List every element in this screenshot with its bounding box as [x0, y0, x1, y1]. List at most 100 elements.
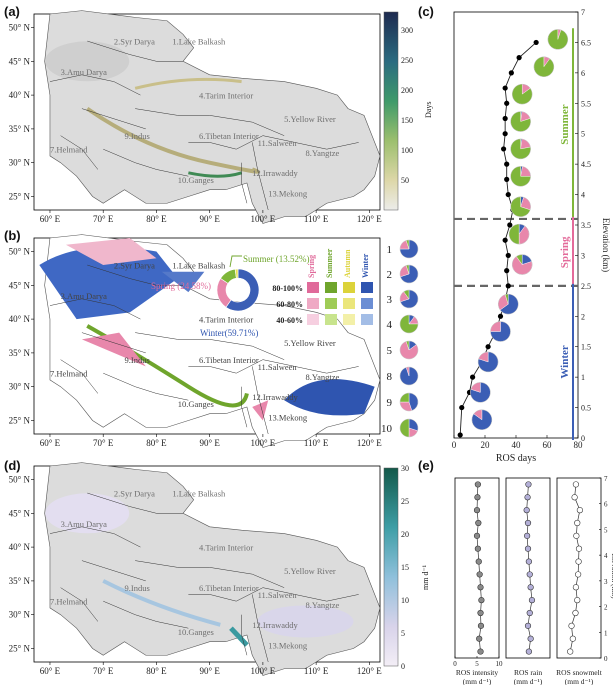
lat-tick-label: 35° N	[9, 576, 31, 586]
basin-boundary	[188, 359, 264, 374]
pie-border	[510, 111, 531, 132]
profile-point	[477, 648, 484, 655]
profile-point	[572, 609, 579, 617]
spring-region-north	[65, 238, 157, 266]
x-axis-label: ROS rain	[514, 668, 542, 677]
lon-tick-label: 60° E	[40, 214, 61, 224]
basin-boundary	[81, 332, 146, 354]
legend-row-label: 40-60%	[276, 316, 303, 325]
pie-border	[533, 56, 555, 77]
lat-tick-label: 35° N	[9, 348, 31, 358]
basin-pie-label: 8	[387, 371, 393, 383]
basin-boundary	[188, 135, 264, 150]
high-days-band	[188, 171, 243, 178]
elevation-pie	[510, 166, 531, 187]
legend-swatch	[343, 282, 355, 293]
basin-boundary	[81, 108, 146, 130]
elevation-pie	[477, 351, 499, 373]
colorbar-a-tick: 50	[401, 176, 409, 185]
pie-border	[399, 366, 419, 386]
basin-boundary	[262, 359, 359, 374]
legend-swatch	[361, 282, 373, 293]
lat-tick-label: 45° N	[9, 56, 31, 66]
profile-point	[524, 622, 532, 629]
elevation-pie	[510, 196, 531, 217]
y-tick-label: 4	[581, 191, 585, 200]
basin-boundary	[135, 560, 285, 588]
pie-border	[508, 223, 530, 245]
basin-label-8: 8.Yangtze	[305, 372, 339, 382]
pie-border	[510, 166, 531, 187]
basin-label-10: 10.Ganges	[178, 175, 214, 185]
basin-label-3: 3.Amu Darya	[61, 519, 107, 529]
profile-point	[527, 635, 534, 642]
basin-boundary	[103, 600, 189, 629]
legend-swatch	[325, 298, 337, 309]
pie-border	[399, 289, 419, 309]
profile-point	[528, 597, 536, 604]
ros-days-point	[501, 146, 507, 152]
basin-label-11: 11.Salween	[258, 590, 298, 600]
y-tick-label: 4.5	[581, 160, 591, 169]
basin-boundary	[87, 40, 184, 62]
y-tick-label: 1.5	[581, 343, 591, 352]
colorbar-a-tick: 300	[401, 26, 413, 35]
profile-point	[525, 481, 532, 488]
legend-row-label: 60-80%	[276, 300, 303, 309]
lon-tick-label: 90° E	[199, 214, 220, 224]
basin-boundary	[60, 135, 99, 170]
colorbar-d-tick: 20	[401, 530, 409, 539]
spring-region-southeast	[252, 400, 269, 421]
y-tick-label: 5	[604, 526, 608, 534]
elevation-pie	[470, 382, 491, 403]
lon-tick-label: 120° E	[357, 666, 382, 676]
ros-days-point	[485, 344, 491, 350]
colorbar-a-tick: 100	[401, 146, 413, 155]
elevation-pie	[471, 409, 493, 430]
basin-label-10: 10.Ganges	[178, 627, 214, 637]
winter-region-yangtze	[284, 379, 375, 416]
ros-days-point	[505, 283, 511, 289]
profile-point	[477, 584, 484, 591]
basin-boundary	[252, 594, 269, 663]
y-tick-label: 0.5	[581, 404, 591, 413]
lon-tick-label: 120° E	[357, 438, 382, 448]
profile-point	[478, 597, 485, 604]
zone-label-summer: Summer	[559, 104, 571, 144]
basin-boundary	[252, 366, 269, 435]
basin-boundary	[87, 492, 184, 514]
y-tick-label: 2.5	[581, 282, 591, 291]
lowland-shade	[45, 41, 130, 82]
basin-boundary	[252, 142, 269, 211]
basin-pie-10	[399, 418, 419, 438]
pie-border	[470, 382, 491, 403]
x-tick-label: 20	[481, 440, 491, 450]
basin-pie-label: 3	[387, 294, 393, 306]
lon-tick-label: 110° E	[304, 666, 329, 676]
profile-point	[474, 545, 481, 552]
elevation-pie	[510, 138, 531, 160]
x-axis-unit: (mm d⁻¹)	[463, 677, 492, 685]
panel-label-b: (b)	[4, 228, 21, 243]
colorbar-d-tick: 5	[401, 629, 405, 638]
legend-column-spring: Spring	[307, 255, 316, 278]
pie-border	[510, 138, 531, 160]
x-tick-label: 0	[453, 660, 457, 668]
y-tick-label: 0	[604, 655, 608, 663]
lat-tick-label: 25° N	[9, 415, 31, 425]
x-tick-label: 40	[512, 440, 522, 450]
winter-region-west	[39, 247, 178, 320]
x-tick-label: 60	[543, 440, 553, 450]
basin-boundary	[60, 359, 99, 394]
lon-tick-label: 100° E	[250, 438, 275, 448]
map-panel-b: 2.Syr Darya 1.Lake Balkash 3.Amu Darya 4.Ta…	[9, 234, 382, 448]
y-tick-label: 3	[604, 578, 608, 586]
basin-label-7: 7.Helmand	[50, 369, 88, 379]
lon-tick-label: 60° E	[40, 666, 61, 676]
basin-label-2: 2.Syr Darya	[114, 36, 155, 46]
panel-label-c: (c)	[418, 4, 434, 19]
basin-boundary	[49, 74, 141, 96]
basin-pie-3	[399, 289, 419, 309]
basin-label-8: 8.Yangtze	[305, 600, 339, 610]
colorbar-d-tick: 15	[401, 563, 409, 572]
